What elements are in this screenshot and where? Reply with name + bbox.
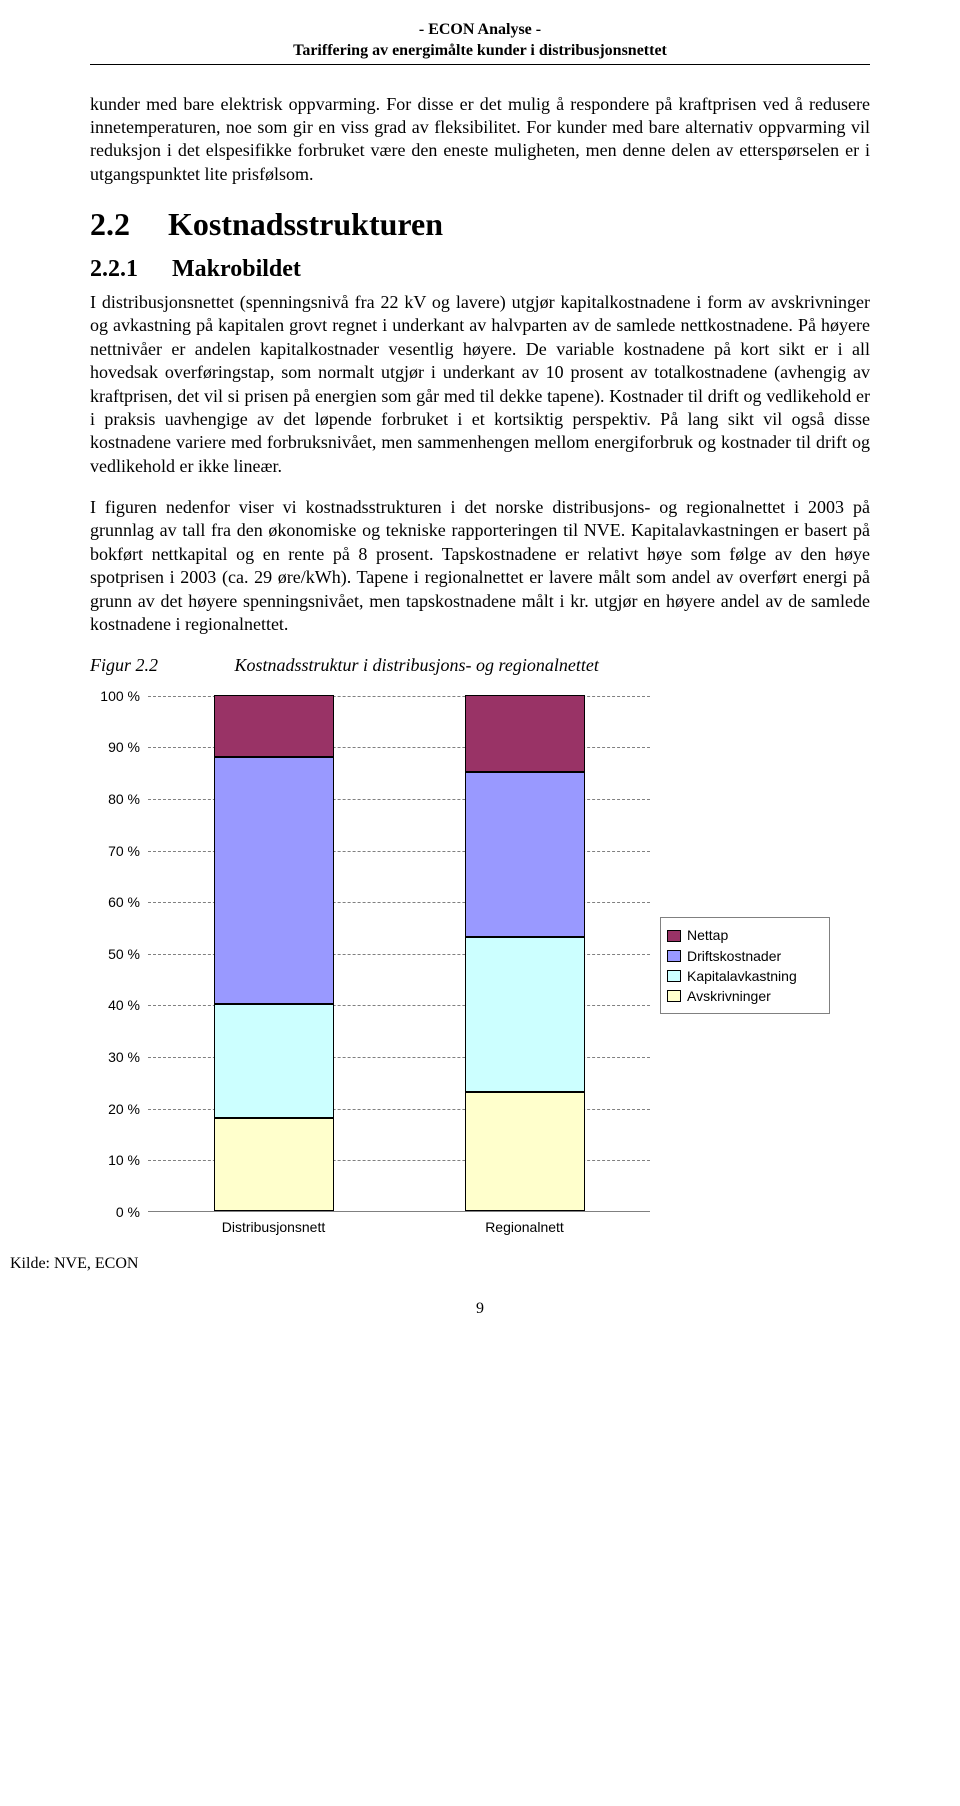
legend-swatch — [667, 990, 681, 1002]
legend-swatch — [667, 950, 681, 962]
chart-bar — [214, 695, 334, 1211]
chart-y-tick-label: 70 % — [90, 842, 140, 860]
chart-y-tick-label: 30 % — [90, 1048, 140, 1066]
chart-y-tick-label: 90 % — [90, 738, 140, 756]
legend-label: Driftskostnader — [687, 947, 781, 965]
chart-y-tick-label: 20 % — [90, 1100, 140, 1118]
legend-item: Nettap — [667, 926, 819, 944]
heading-3: 2.2.1 Makrobildet — [90, 254, 870, 285]
paragraph-makrobildet: I distribusjonsnettet (spenningsnivå fra… — [90, 291, 870, 478]
legend-swatch — [667, 970, 681, 982]
chart-x-tick-label: Regionalnett — [465, 1218, 585, 1236]
chart-y-tick-label: 50 % — [90, 945, 140, 963]
chart-y-tick-label: 40 % — [90, 996, 140, 1014]
chart-bar-segment — [465, 937, 585, 1092]
heading-3-title: Makrobildet — [172, 254, 301, 285]
chart-container: 0 %10 %20 %30 %40 %50 %60 %70 %80 %90 %1… — [90, 696, 870, 1236]
chart-y-tick-label: 100 % — [90, 687, 140, 705]
chart-y-tick-label: 80 % — [90, 790, 140, 808]
legend-label: Nettap — [687, 926, 728, 944]
page-number: 9 — [90, 1299, 870, 1320]
paragraph-intro: kunder med bare elektrisk oppvarming. Fo… — [90, 93, 870, 187]
chart-x-tick-label: Distribusjonsnett — [214, 1218, 334, 1236]
figure-caption: Figur 2.2 Kostnadsstruktur i distribusjo… — [90, 654, 870, 677]
heading-3-number: 2.2.1 — [90, 254, 138, 285]
paragraph-figure-intro: I figuren nedenfor viser vi kostnadsstru… — [90, 496, 870, 636]
chart-bar-segment — [465, 772, 585, 937]
figure-source: Kilde: NVE, ECON — [10, 1254, 870, 1275]
chart-y-tick-label: 0 % — [90, 1203, 140, 1221]
header-rule — [90, 64, 870, 65]
chart-bar-segment — [214, 1118, 334, 1211]
header-line2: Tariffering av energimålte kunder i dist… — [90, 41, 870, 62]
chart-bar-segment — [465, 1092, 585, 1211]
chart-bar-segment — [214, 1004, 334, 1118]
legend-item: Avskrivninger — [667, 987, 819, 1005]
legend-label: Avskrivninger — [687, 987, 771, 1005]
header-line1: - ECON Analyse - — [90, 20, 870, 41]
chart-y-tick-label: 10 % — [90, 1151, 140, 1169]
chart-bar-segment — [465, 695, 585, 772]
figure-number: Figur 2.2 — [90, 654, 230, 677]
chart-y-tick-label: 60 % — [90, 893, 140, 911]
stacked-bar-chart: 0 %10 %20 %30 %40 %50 %60 %70 %80 %90 %1… — [90, 696, 650, 1236]
legend-item: Driftskostnader — [667, 947, 819, 965]
legend-label: Kapitalavkastning — [687, 967, 797, 985]
chart-bar-segment — [214, 695, 334, 757]
legend-swatch — [667, 930, 681, 942]
legend-item: Kapitalavkastning — [667, 967, 819, 985]
chart-legend: Nettap Driftskostnader Kapitalavkastning Av… — [660, 917, 830, 1014]
chart-plot-area — [148, 696, 650, 1212]
heading-2-number: 2.2 — [90, 204, 130, 246]
heading-2: 2.2 Kostnadsstrukturen — [90, 204, 870, 246]
chart-bar-segment — [214, 757, 334, 1005]
chart-bar — [465, 695, 585, 1211]
figure-title: Kostnadsstruktur i distribusjons- og reg… — [235, 655, 599, 675]
heading-2-title: Kostnadsstrukturen — [168, 204, 443, 246]
